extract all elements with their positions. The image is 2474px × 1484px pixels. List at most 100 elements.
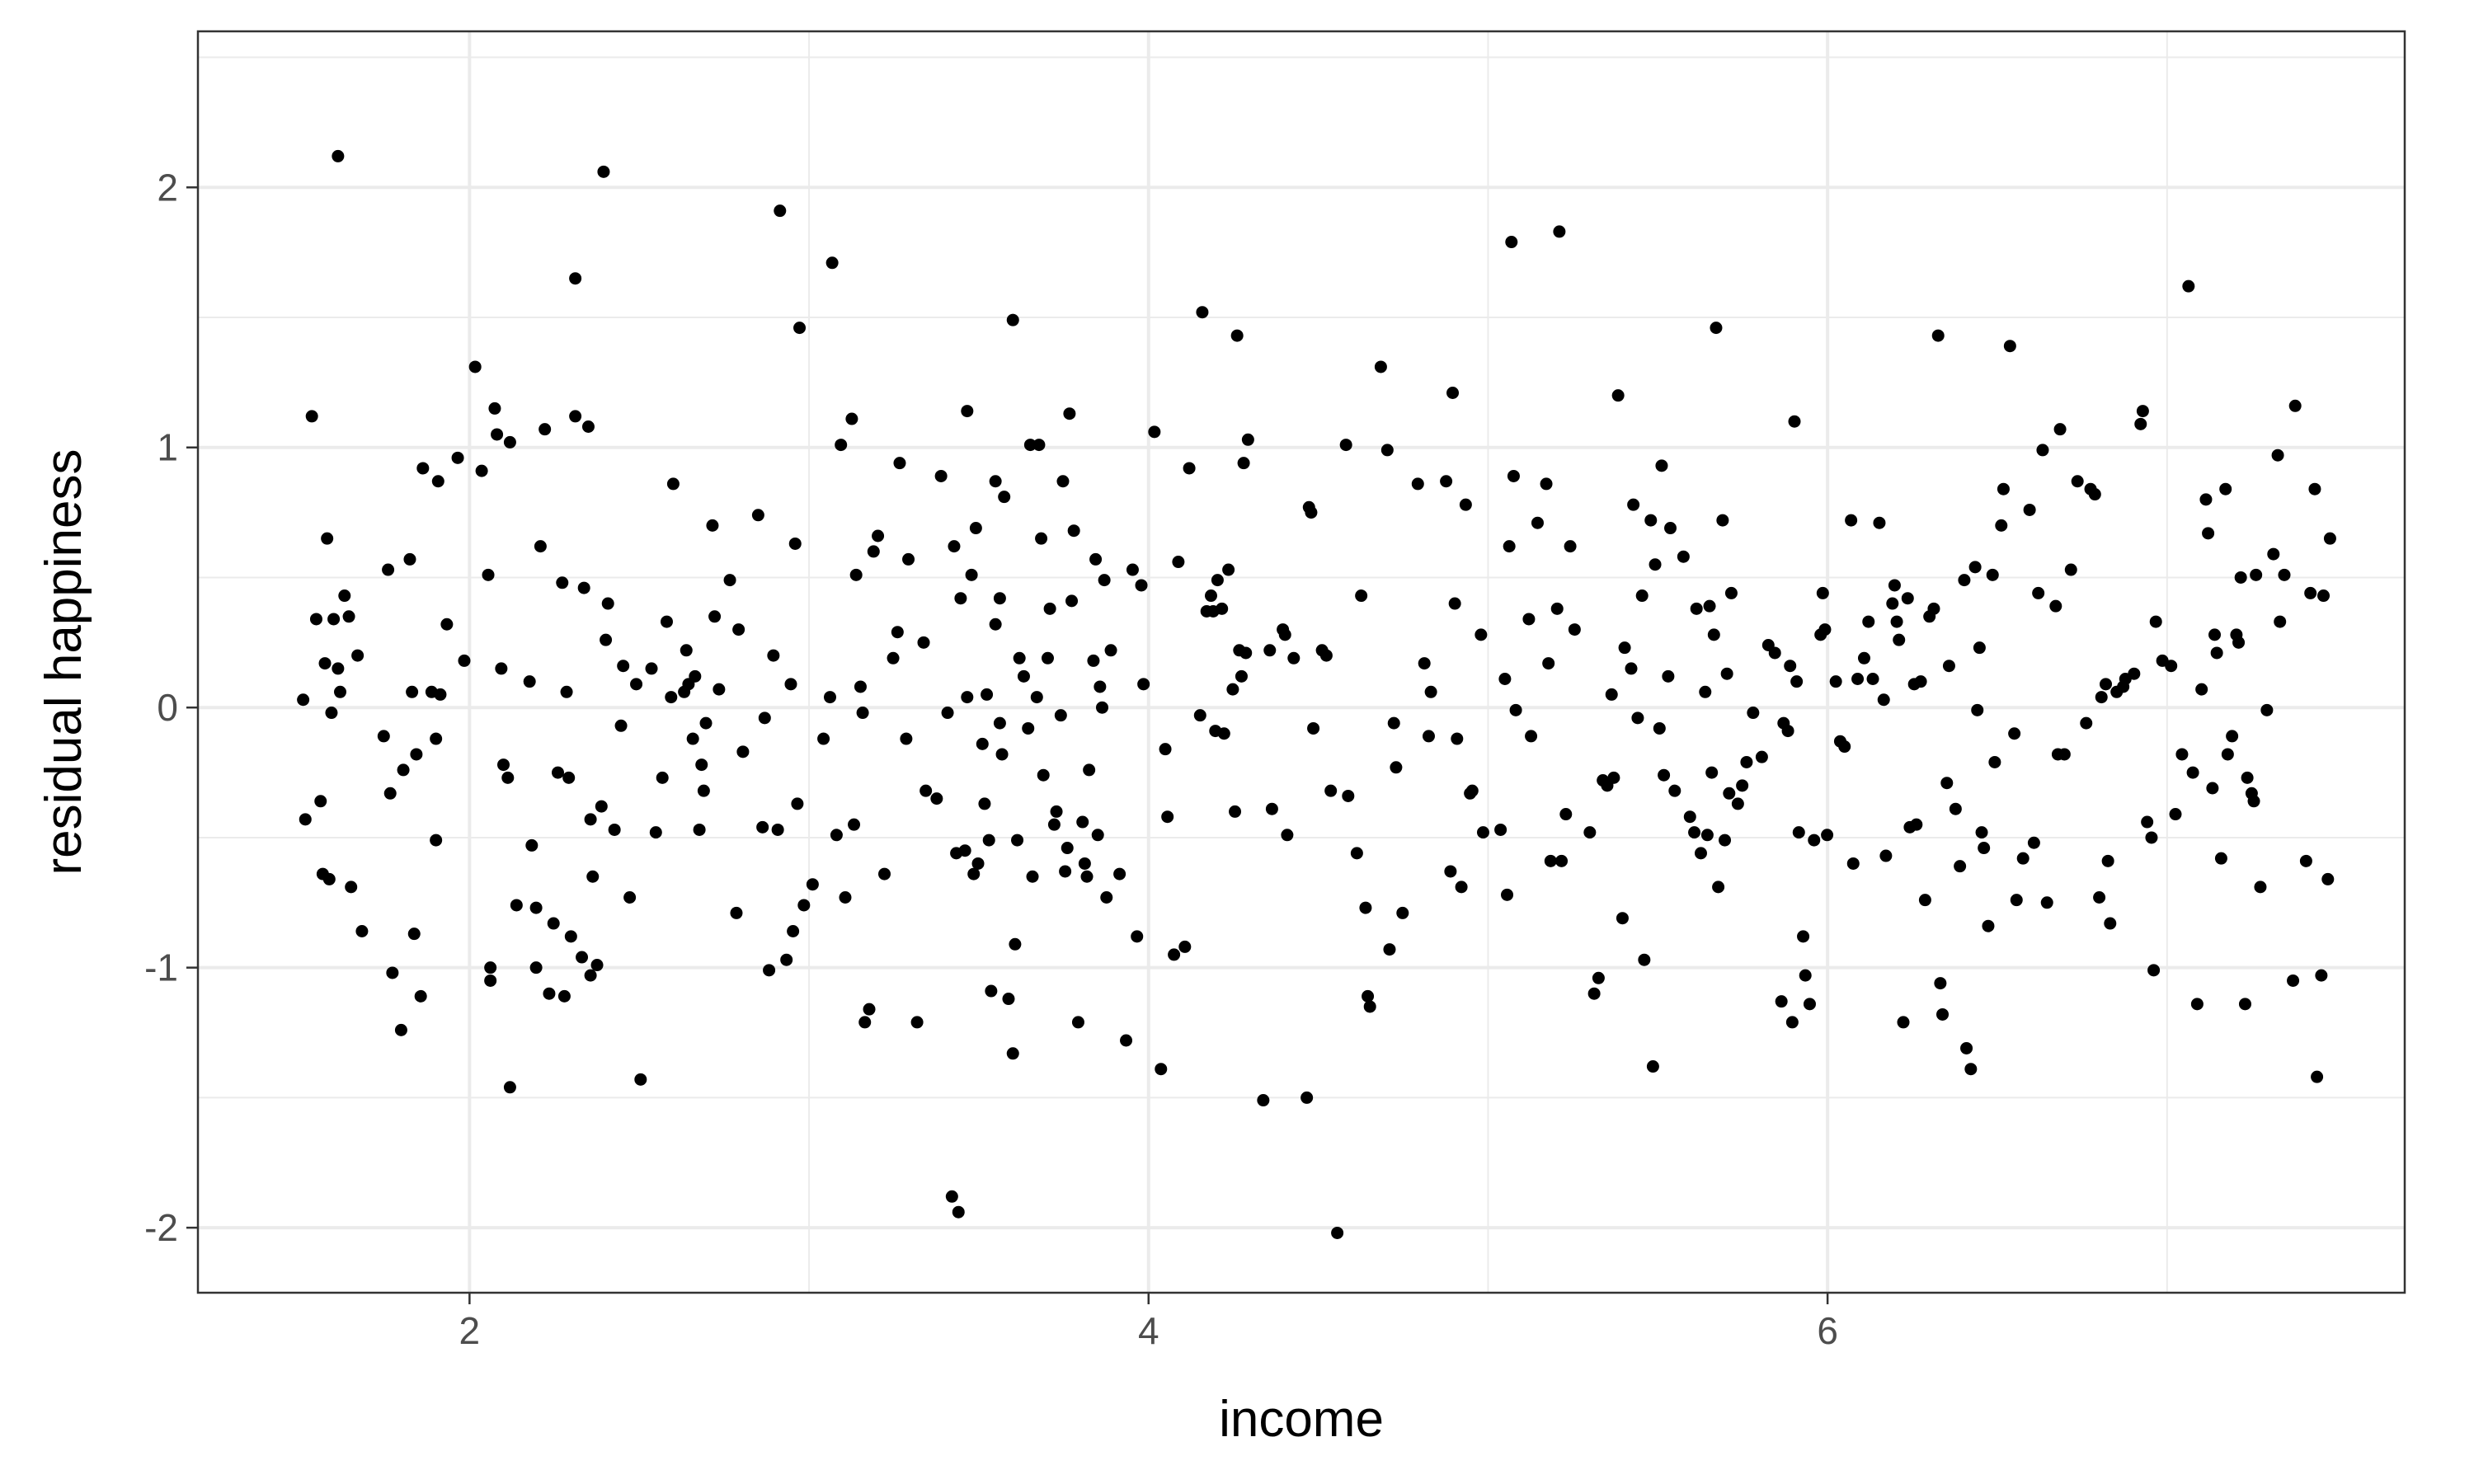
scatter-point [1710,322,1723,335]
scatter-point [1803,998,1816,1011]
scatter-point [1879,849,1893,862]
scatter-point [945,1190,958,1203]
y-tick-label: -2 [144,1206,178,1249]
scatter-point [327,613,341,626]
x-tick-label: 2 [459,1309,481,1352]
scatter-point [920,784,933,797]
scatter-point [736,745,750,758]
scatter-point [1235,669,1248,683]
scatter-point [2093,890,2106,904]
scatter-point [2311,1070,2324,1083]
scatter-point [1305,506,1318,519]
scatter-point [1355,589,1368,603]
scatter-point [1041,651,1054,665]
scatter-point [1113,867,1126,881]
scatter-point [1037,768,1050,782]
scatter-point [1307,721,1320,735]
scatter-point [2288,399,2302,412]
scatter-point [1241,433,1254,446]
scatter-point [971,857,985,870]
scatter-point [2278,568,2291,581]
scatter-point [2058,748,2071,761]
scatter-point [377,730,390,743]
scatter-point [1216,602,1229,615]
scatter-point [1161,810,1174,824]
scatter-point [2186,766,2199,779]
scatter-point [967,867,981,881]
scatter-point [825,256,839,270]
scatter-point [394,1023,407,1036]
scatter-point [699,716,713,730]
scatter-point [1455,881,1468,894]
scatter-point [510,899,523,912]
scatter-point [484,961,497,974]
scatter-point [723,574,736,587]
scatter-point [1006,313,1019,326]
scatter-point [1635,589,1649,603]
data-points [297,149,2336,1239]
scatter-point [1100,890,1113,904]
scatter-point [2304,586,2317,599]
scatter-point [1688,826,1701,839]
scatter-point [848,818,861,831]
y-axis-title: residual happiness [35,448,92,875]
scatter-point [1605,688,1618,701]
scatter-point [784,678,797,691]
scatter-point [543,987,556,1000]
scatter-point [451,451,464,464]
scatter-point [1838,740,1851,754]
scatter-point [2003,340,2016,353]
scatter-point [318,657,332,670]
scatter-point [1094,680,1107,693]
scatter-point [693,823,706,836]
scatter-point [1940,777,1954,790]
scatter-point [969,522,982,535]
scatter-point [1155,1063,1168,1076]
scatter-point [989,475,1002,488]
scatter-point [2071,475,2084,488]
scatter-point [1914,675,1927,688]
scatter-point [1707,628,1720,641]
scatter-point [2169,808,2182,821]
scatter-point [2136,405,2149,418]
scatter-point [1390,761,1403,774]
scatter-point [1873,516,1886,529]
scatter-point [872,529,885,542]
scatter-point [2308,482,2321,495]
scatter-point [1724,586,1738,599]
scatter-point [1544,854,1557,867]
scatter-point [484,974,497,987]
scatter-point [1587,987,1601,1000]
scatter-point [1168,948,1181,961]
scatter-point [1120,1034,1133,1047]
scatter-point [2145,831,2158,844]
scatter-point [2323,532,2336,545]
scatter-point [440,618,454,631]
scatter-point [1501,888,1514,901]
scatter-point [1446,386,1460,399]
scatter-point [863,1003,876,1016]
scatter-point [1555,854,1569,867]
scatter-point [893,457,906,470]
scatter-point [1011,834,1024,847]
scatter-point [1768,646,1781,660]
scatter-point [1964,1063,1978,1076]
scatter-point [989,618,1002,631]
scatter-point [1387,716,1400,730]
scatter-point [2141,815,2154,829]
scatter-point [910,1016,924,1029]
scatter-point [1740,755,1753,768]
scatter-point [1281,829,1294,842]
scatter-point [2267,547,2280,561]
scatter-point [2214,852,2227,865]
scatter-point [767,649,780,662]
scatter-point [569,272,582,285]
scatter-point [1942,660,1955,673]
scatter-point [2299,854,2312,867]
scatter-point [1063,407,1076,420]
scatter-point [666,477,680,491]
scatter-point [1098,574,1111,587]
scatter-point [1505,236,1518,249]
scatter-point [1263,644,1277,657]
